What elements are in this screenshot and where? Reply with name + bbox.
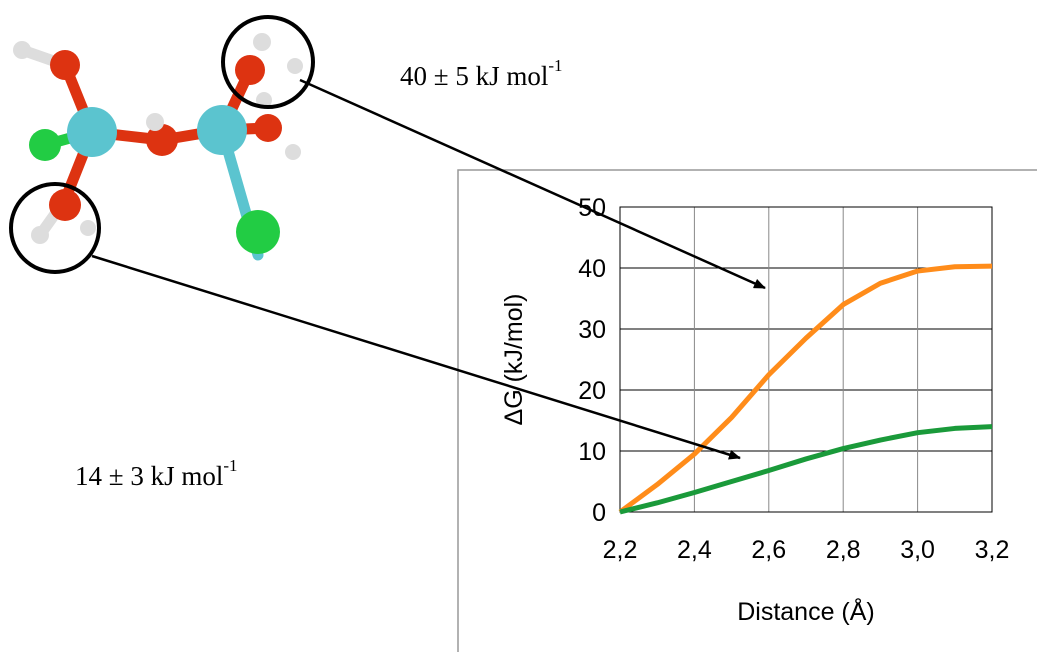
figure: 0 10 20 30 40 50 2,2 2,4 2,6 2,8 3,0 3,2 Distance (Å…	[0, 0, 1037, 652]
y-tick-label: 30	[578, 316, 606, 344]
x-tick-label: 3,0	[900, 536, 935, 564]
annotation-text: 40 ± 5 kJ mol	[400, 61, 548, 91]
y-tick-label: 10	[578, 438, 606, 466]
annotation: 14 ± 3 kJ mol-1	[75, 456, 238, 491]
y-tick-label: 50	[578, 194, 606, 222]
annotation: 40 ± 5 kJ mol-1	[400, 56, 563, 91]
annotation-sup: -1	[223, 456, 237, 475]
y-tick-label: 40	[578, 255, 606, 283]
page: {"chart_data": {"type": "line", "x": [2.…	[0, 0, 1037, 652]
x-tick-label: 2,8	[826, 536, 861, 564]
y-tick-label: 20	[578, 377, 606, 405]
chart-frame	[458, 170, 1037, 652]
x-tick-label: 2,4	[677, 536, 712, 564]
molecule	[11, 17, 313, 272]
x-tick-label: 2,6	[751, 536, 786, 564]
annotation-sup: -1	[548, 56, 562, 75]
series-line	[620, 266, 992, 512]
y-axis-label: ΔG (kJ/mol)	[500, 294, 528, 426]
x-axis-label: Distance (Å)	[737, 596, 875, 626]
x-tick-label: 3,2	[975, 536, 1010, 564]
annotation-text: 14 ± 3 kJ mol	[75, 461, 223, 491]
plot-area: 0 10 20 30 40 50 2,2 2,4 2,6 2,8 3,0 3,2 Distance (Å…	[458, 170, 1037, 652]
y-tick-label: 0	[592, 499, 606, 527]
x-tick-label: 2,2	[603, 536, 638, 564]
